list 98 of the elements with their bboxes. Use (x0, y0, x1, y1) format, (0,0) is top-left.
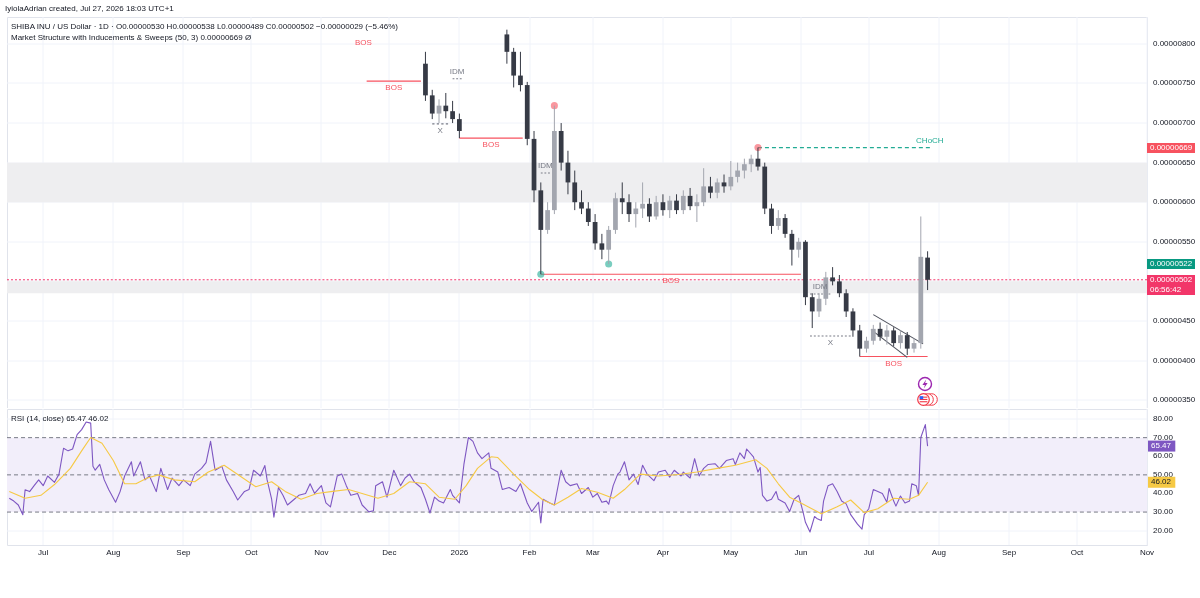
point (605, 260, 613, 268)
x-tick-label: Nov (1139, 548, 1155, 557)
candlestick (653, 195, 659, 221)
point (537, 270, 545, 278)
x-tick-label: Aug (931, 548, 947, 557)
x-tick-label: Apr (656, 548, 670, 557)
series-label: X (437, 125, 444, 135)
x-tick-label: May (723, 548, 739, 557)
candlestick (606, 225, 612, 265)
y-tick-label: 40.00 (1153, 488, 1174, 498)
series-label: BOS (482, 140, 500, 150)
x-tick-label: Oct (1070, 548, 1084, 557)
ref-line-label: 70.00 (1153, 432, 1174, 442)
candlestick (714, 177, 720, 199)
candlestick (884, 324, 890, 346)
ref-line-label: 50.00 (1153, 469, 1174, 479)
y-tick-label: 0.00000600 (1153, 197, 1196, 207)
candlestick (667, 195, 673, 219)
candlestick (708, 176, 713, 199)
candlestick (728, 160, 734, 191)
candlestick (870, 324, 876, 346)
candlestick (857, 324, 863, 358)
y-tick-label: 0.00000350 (1153, 395, 1196, 405)
candlestick (545, 201, 550, 235)
text: 0.00000502 06:56:42 (1147, 275, 1196, 295)
series-label: X (827, 337, 834, 347)
candlestick (585, 201, 591, 227)
candlestick (911, 337, 917, 354)
x-tick-label: Dec (382, 548, 397, 557)
candlestick (701, 167, 707, 207)
candlestick (443, 92, 449, 119)
y-tick-label: 0.00000550 (1153, 236, 1196, 246)
candlestick (898, 329, 903, 350)
text: Market Structure with Inducements & Sweeps (50, 3) 0.00000669 Ø (11, 33, 252, 43)
candlestick (843, 288, 849, 318)
line-series (8, 436, 929, 515)
text: 0.00000669 (1147, 143, 1196, 153)
x-tick-label: Mar (585, 548, 601, 557)
series-label: CHoCH (916, 135, 944, 145)
series-label: BOS (885, 358, 903, 368)
series-label: IDM (538, 160, 553, 170)
candlestick (619, 181, 625, 215)
series-label: BOS (385, 83, 403, 93)
x-tick-label: Sep (1001, 548, 1017, 557)
series-label: BOS (662, 276, 680, 286)
x-tick-label: Jul (863, 548, 875, 557)
candlestick (925, 250, 930, 291)
ref-line-label: 30.00 (1153, 507, 1174, 517)
y-tick-label: 0.00000450 (1153, 315, 1196, 325)
candlestick (837, 274, 842, 298)
candlestick (572, 170, 578, 211)
x-tick-label: Oct (245, 548, 259, 557)
annotation: BOS (355, 38, 372, 48)
x-tick-label: Aug (106, 548, 121, 557)
candlestick (429, 89, 435, 120)
y-tick-label: 80.00 (1153, 414, 1174, 424)
y-tick-label: 20.00 (1153, 525, 1174, 535)
candlestick (599, 233, 605, 260)
candlestick (680, 189, 686, 215)
candlestick (511, 47, 517, 88)
candlestick (457, 113, 462, 139)
x-tick-label: Jun (794, 548, 808, 557)
x-tick-label: Feb (522, 548, 537, 557)
y-tick-label: 0.00000800 (1153, 38, 1196, 48)
candlestick (809, 292, 815, 329)
candlestick (674, 193, 679, 215)
candlestick (891, 326, 897, 347)
text: RSI (14, close) 65.47 46.02 (11, 414, 109, 424)
point (550, 102, 558, 110)
candlestick (633, 201, 639, 229)
candlestick (904, 331, 910, 356)
x-tick-label: Sep (176, 548, 192, 557)
candlestick (775, 209, 781, 231)
line-series (8, 421, 929, 533)
candlestick (796, 237, 802, 259)
candlestick (735, 162, 740, 183)
candlestick (450, 100, 455, 124)
x-tick-label: 2026 (450, 548, 469, 557)
candlestick (579, 189, 584, 215)
y-tick-label: 0.00000700 (1153, 118, 1196, 128)
annotation: 46.02 (1151, 476, 1172, 486)
text: IyiolaAdrian created, Jul 27, 2026 18:03 UTC+1 (5, 4, 174, 14)
candlestick (647, 197, 652, 223)
x-tick-label: Jul (38, 548, 49, 557)
candlestick (830, 266, 835, 286)
y-tick-label: 0.00000400 (1153, 355, 1196, 365)
series-label: IDM (449, 66, 465, 76)
candlestick (640, 181, 645, 219)
candlestick (769, 203, 774, 235)
candlestick (742, 158, 747, 179)
text: SHIBA INU / US Dollar · 1D · O0.00000530 H0.00000538 L0.00000489 C0.00000502 −0.00000029 (−5.46%) (11, 22, 398, 32)
candlestick (518, 51, 523, 92)
annotation: 65.47 (1151, 440, 1172, 450)
x-tick-label: Nov (314, 548, 329, 557)
text: 0.00000522 (1147, 259, 1196, 269)
y-tick-label: 60.00 (1153, 451, 1174, 461)
y-tick-label: 0.00000750 (1153, 78, 1196, 88)
y-tick-label: 0.00000650 (1153, 157, 1196, 167)
